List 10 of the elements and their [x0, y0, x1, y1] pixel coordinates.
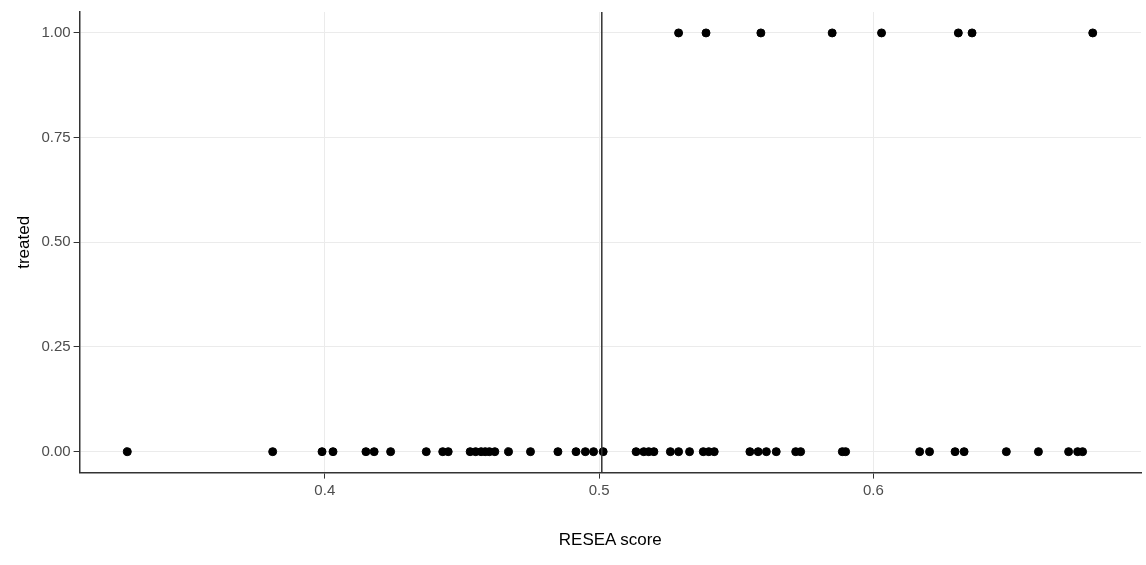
y-tick-label: 0.25: [41, 337, 71, 355]
y-tick-label: 0.50: [41, 232, 71, 250]
y-tick-label: 0.00: [41, 441, 71, 459]
x-tick-label: 0.5: [588, 480, 610, 498]
x-axis-title: RESEA score: [558, 530, 662, 550]
y-axis-title: treated: [13, 215, 33, 269]
y-tick-label: 0.75: [41, 127, 71, 145]
y-tick-label: 1.00: [41, 23, 71, 41]
x-tick-label: 0.6: [862, 480, 884, 498]
x-tick-label: 0.4: [314, 480, 336, 498]
